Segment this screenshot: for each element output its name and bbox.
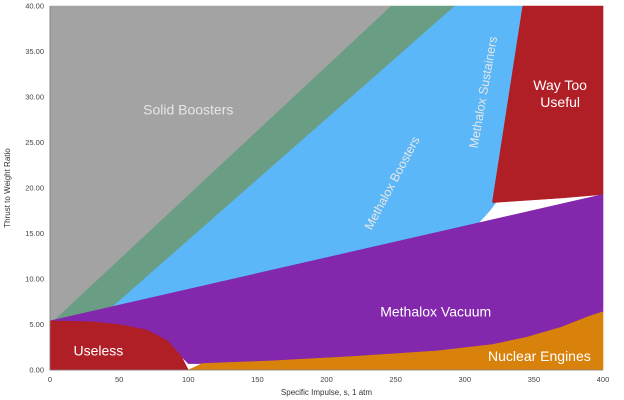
x-tick-label: 400 bbox=[597, 375, 610, 384]
y-tick-label: 10.00 bbox=[25, 275, 44, 284]
y-tick-label: 30.00 bbox=[25, 93, 44, 102]
regions-layer bbox=[49, 5, 604, 371]
y-tick-label: 25.00 bbox=[25, 138, 44, 147]
x-tick-label: 250 bbox=[389, 375, 402, 384]
region-label-nuclear-engines: Nuclear Engines bbox=[488, 348, 591, 364]
x-tick-label: 200 bbox=[320, 375, 333, 384]
axes-layer bbox=[49, 6, 603, 371]
region-way-too-useful bbox=[492, 5, 604, 203]
region-label-useless: Useless bbox=[73, 343, 123, 359]
y-tick-labels: 0.00 5.00 10.00 15.00 20.00 25.00 30.00 35.00 40… bbox=[25, 2, 44, 375]
x-tick-label: 100 bbox=[182, 375, 195, 384]
y-tick-label: 15.00 bbox=[25, 229, 44, 238]
y-tick-label: 35.00 bbox=[25, 47, 44, 56]
y-axis-title: Thrust to Weight Ratio bbox=[3, 148, 12, 228]
x-axis-title: Specific Impulse, s, 1 atm bbox=[281, 388, 372, 397]
y-tick-label: 5.00 bbox=[29, 320, 44, 329]
x-tick-label: 150 bbox=[251, 375, 264, 384]
x-tick-label: 350 bbox=[528, 375, 541, 384]
x-tick-labels: 0 50 100 150 200 250 300 350 400 bbox=[48, 375, 609, 384]
y-tick-label: 20.00 bbox=[25, 184, 44, 193]
region-label-methalox-vacuum: Methalox Vacuum bbox=[380, 303, 491, 319]
x-tick-label: 300 bbox=[458, 375, 471, 384]
x-tick-label: 0 bbox=[48, 375, 52, 384]
region-label-way-too-useful: Way Too Useful bbox=[533, 76, 587, 109]
y-tick-label: 0.00 bbox=[29, 366, 44, 375]
region-label-solid-boosters: Solid Boosters bbox=[143, 101, 233, 117]
y-tick-label: 40.00 bbox=[25, 2, 44, 11]
x-tick-label: 50 bbox=[115, 375, 123, 384]
